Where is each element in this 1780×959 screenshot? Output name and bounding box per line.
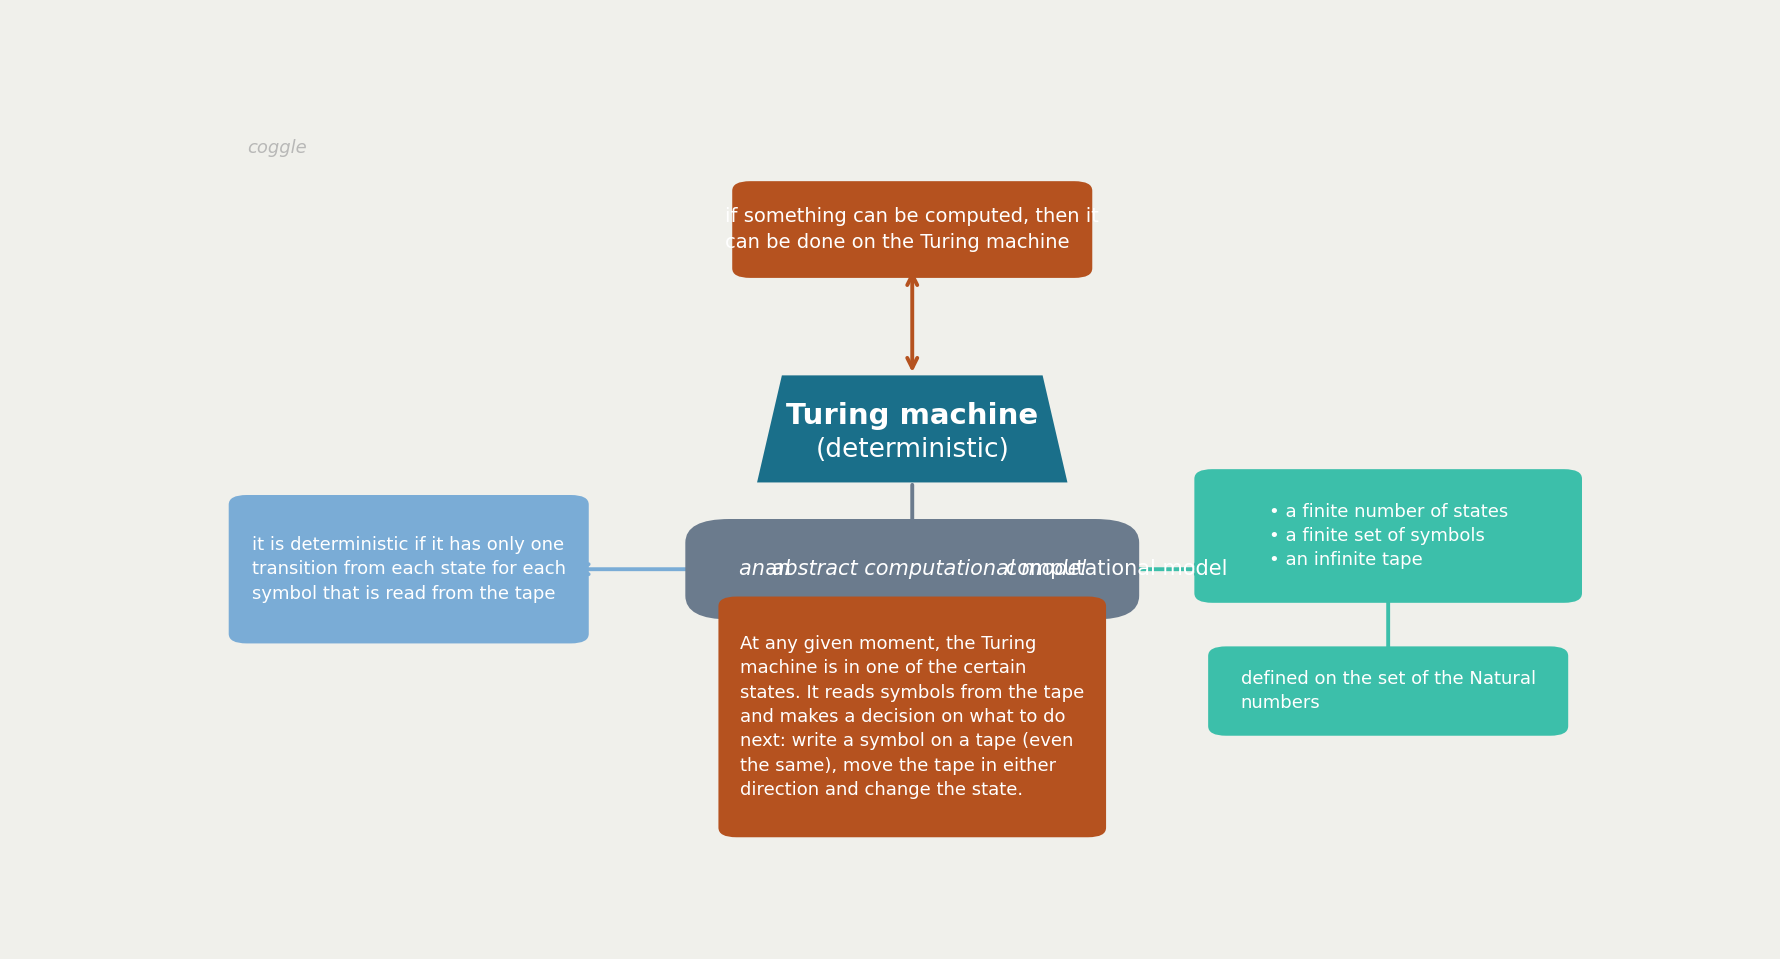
FancyBboxPatch shape	[1194, 469, 1582, 603]
Text: coggle: coggle	[247, 139, 308, 156]
FancyBboxPatch shape	[228, 495, 589, 643]
FancyBboxPatch shape	[685, 519, 1139, 620]
FancyBboxPatch shape	[719, 596, 1105, 837]
Text: an: an	[765, 559, 797, 579]
FancyBboxPatch shape	[1209, 646, 1568, 736]
Text: an abstract computational model: an abstract computational model	[739, 559, 1086, 579]
Text: it is deterministic if it has only one
transition from each state for each
symbo: it is deterministic if it has only one t…	[251, 536, 566, 602]
Polygon shape	[756, 375, 1068, 482]
Text: • a finite number of states
• a finite set of symbols
• an infinite tape: • a finite number of states • a finite s…	[1269, 503, 1508, 570]
FancyBboxPatch shape	[732, 181, 1093, 278]
Text: if something can be computed, then it
can be done on the Turing machine: if something can be computed, then it ca…	[724, 207, 1100, 252]
Text: (deterministic): (deterministic)	[815, 436, 1009, 462]
Text: At any given moment, the Turing
machine is in one of the certain
states. It read: At any given moment, the Turing machine …	[740, 635, 1084, 799]
Text: Turing machine: Turing machine	[787, 402, 1038, 430]
Text: computational model: computational model	[999, 559, 1228, 579]
Text: defined on the set of the Natural
numbers: defined on the set of the Natural number…	[1241, 670, 1536, 713]
